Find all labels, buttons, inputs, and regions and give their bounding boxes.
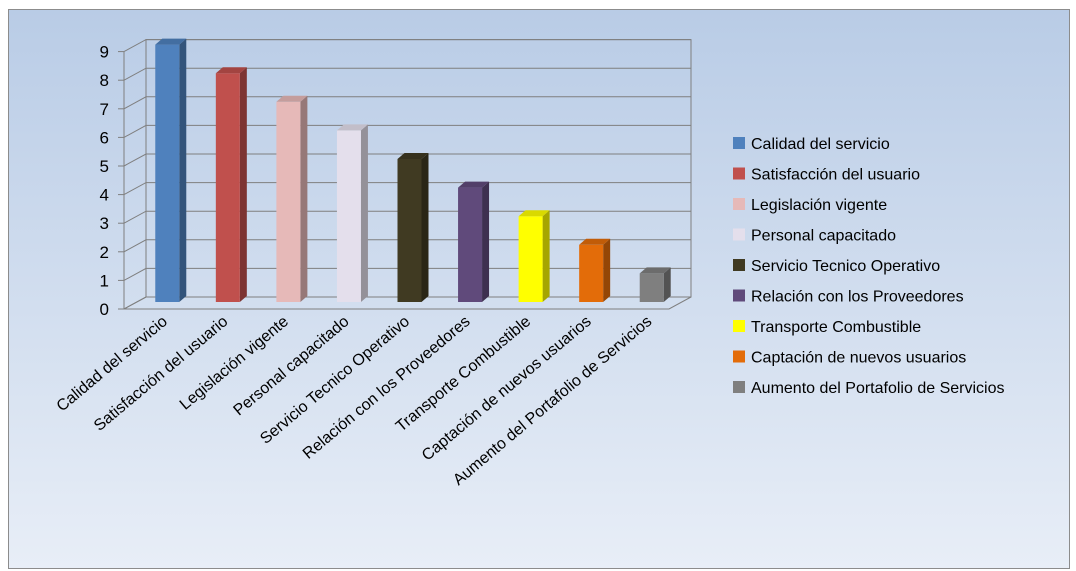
y-tick-label: 6 xyxy=(100,128,109,147)
legend-swatch xyxy=(733,228,745,241)
legend-swatch xyxy=(733,381,745,393)
y-tick-label: 2 xyxy=(100,243,109,262)
legend: Calidad del servicio Satisfacción del usu… xyxy=(733,136,1004,397)
bar-top xyxy=(639,267,671,274)
legend-swatch xyxy=(733,167,745,180)
y-tick-label: 0 xyxy=(100,300,109,319)
bar-top xyxy=(579,238,611,245)
legend-item: Personal capacitado xyxy=(733,228,896,245)
gridlines xyxy=(123,39,691,310)
bar-side xyxy=(603,238,611,302)
bar-top xyxy=(336,124,368,131)
bar-side xyxy=(482,181,490,302)
bar-side xyxy=(542,210,550,302)
legend-item: Servicio Tecnico Operativo xyxy=(733,258,940,275)
legend-label: Personal capacitado xyxy=(751,228,896,245)
y-tick-label: 5 xyxy=(100,157,109,176)
bar-top xyxy=(155,38,187,45)
legend-label: Aumento del Portafolio de Servicios xyxy=(751,380,1004,397)
gridline xyxy=(123,153,691,167)
legend-label: Satisfacción del usuario xyxy=(751,167,920,184)
bar xyxy=(639,267,671,302)
legend-item: Captación de nuevos usuarios xyxy=(733,350,966,367)
legend-label: Captación de nuevos usuarios xyxy=(751,350,966,367)
y-tick-label: 7 xyxy=(100,100,109,119)
legend-label: Servicio Tecnico Operativo xyxy=(751,258,940,275)
y-tick-label: 4 xyxy=(100,186,109,205)
legend-item: Transporte Combustible xyxy=(733,319,921,336)
legend-swatch xyxy=(733,350,745,363)
gridline xyxy=(123,39,691,53)
legend-item: Calidad del servicio xyxy=(733,136,890,153)
bar xyxy=(336,124,368,303)
y-tick-label: 1 xyxy=(100,271,109,290)
y-axis-ticks: 0 1 2 3 4 5 6 7 8 9 xyxy=(100,43,124,319)
bar-front xyxy=(276,101,301,302)
y-tick-label: 3 xyxy=(100,214,109,233)
bar-side xyxy=(300,95,308,302)
bar-top xyxy=(518,210,550,217)
gridline xyxy=(123,124,691,138)
bar xyxy=(579,238,611,302)
bar-top xyxy=(458,181,490,188)
bar xyxy=(276,95,308,302)
bar-front xyxy=(579,244,604,302)
bar xyxy=(215,67,247,302)
bar-top xyxy=(215,67,247,74)
bar-side xyxy=(360,124,368,303)
legend-label: Calidad del servicio xyxy=(751,136,890,153)
gridline xyxy=(123,296,691,310)
bar-front xyxy=(397,159,422,302)
bar-front xyxy=(215,73,240,302)
legend-swatch xyxy=(733,289,745,302)
bar-side xyxy=(421,153,429,302)
chart-svg: 0 1 2 3 4 5 6 7 8 9 Calidad del servicio Satisfacc… xyxy=(9,10,1069,568)
legend-item: Satisfacción del usuario xyxy=(733,167,920,184)
legend-swatch xyxy=(733,198,745,210)
chart-frame: 0 1 2 3 4 5 6 7 8 9 Calidad del servicio Satisfacc… xyxy=(8,9,1070,569)
legend-swatch xyxy=(733,259,745,271)
bar xyxy=(458,181,490,302)
bar-side xyxy=(179,38,187,302)
y-tick-label: 8 xyxy=(100,71,109,90)
gridline xyxy=(123,182,691,196)
bar-side xyxy=(663,267,671,302)
legend-item: Relación con los Proveedores xyxy=(733,289,964,306)
bar-top xyxy=(397,153,429,159)
bar xyxy=(155,38,187,302)
bar-top xyxy=(276,95,308,102)
bar-front xyxy=(336,130,361,302)
legend-label: Legislación vigente xyxy=(751,197,887,214)
bar-front xyxy=(458,187,483,302)
gridline xyxy=(123,96,691,110)
legend-label: Relación con los Proveedores xyxy=(751,289,964,306)
legend-swatch xyxy=(733,320,745,332)
legend-item: Aumento del Portafolio de Servicios xyxy=(733,380,1004,397)
bar-front xyxy=(155,44,180,302)
bar-front xyxy=(518,216,543,302)
gridline xyxy=(123,239,691,253)
bar-front xyxy=(639,273,664,302)
legend-swatch xyxy=(733,137,745,149)
bar xyxy=(397,153,429,302)
bars xyxy=(155,38,671,303)
legend-label: Transporte Combustible xyxy=(751,319,921,336)
gridline xyxy=(123,210,691,224)
bar-side xyxy=(239,67,247,302)
gridline xyxy=(123,267,691,281)
legend-item: Legislación vigente xyxy=(733,197,887,214)
y-tick-label: 9 xyxy=(100,43,109,62)
gridline xyxy=(123,67,691,81)
bar xyxy=(518,210,550,302)
